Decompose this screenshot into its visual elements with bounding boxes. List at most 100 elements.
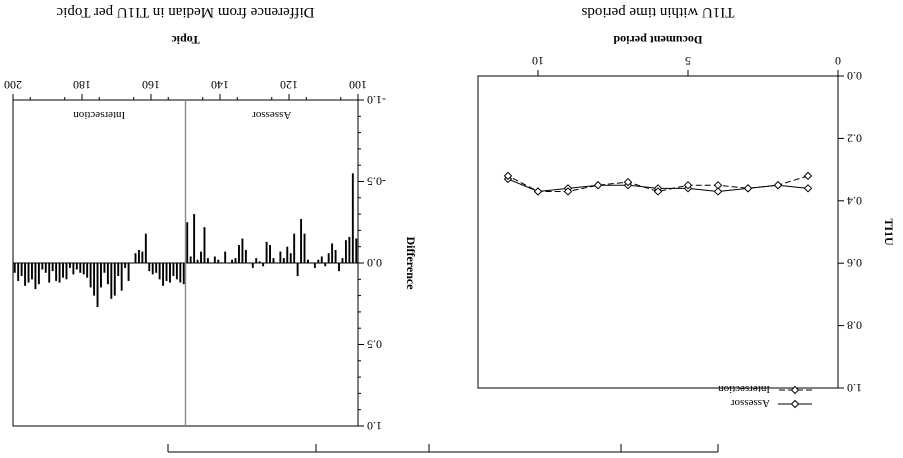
chart2-bar	[20, 263, 23, 277]
chart1-ticks: 0 5 10 0.0 0.2 0.4 0.6 0.8 1.0	[532, 54, 862, 395]
chart2-bar	[296, 263, 299, 277]
chart1-xtick-label: 10	[532, 54, 544, 68]
chart2-bar	[248, 262, 251, 263]
chart2-bar	[48, 263, 51, 283]
chart2-bar	[55, 263, 58, 281]
chart2-bar	[165, 263, 168, 281]
chart1-point	[653, 187, 663, 196]
chart2-xtick-label: 140	[211, 78, 229, 92]
chart2-ytick-label: -0.5	[367, 175, 386, 189]
chart2-bars	[13, 173, 358, 308]
chart2-bar	[37, 263, 40, 285]
chart1-point	[803, 171, 813, 181]
chart2-ticks: 100 120 140 160 180 200 -1.0 -0.5 0.0 0.5 1.0	[4, 78, 386, 433]
chart2-bar	[68, 263, 71, 268]
chart2-bar	[234, 258, 237, 263]
difference-bar-chart: Difference from Median in TI1U per Topic…	[4, 4, 418, 433]
chart2-bar	[313, 263, 316, 268]
chart2-bar	[255, 258, 258, 263]
chart2-bar	[251, 263, 254, 268]
chart2-region-label: Assessor	[252, 109, 291, 121]
chart2-bar	[158, 263, 161, 280]
chart2-bar	[196, 259, 199, 263]
chart2-bar	[141, 251, 144, 263]
chart2-bar	[327, 253, 330, 263]
chart2-bar	[351, 173, 354, 263]
chart2-bar	[41, 263, 44, 270]
chart2-bar	[86, 263, 89, 278]
chart2-bar	[238, 245, 240, 263]
chart1-legend-marker	[790, 385, 800, 395]
chart2-ylabel: Difference	[404, 236, 418, 290]
chart1-ytick-label: 0.4	[847, 194, 862, 208]
chart2-bar	[324, 263, 327, 267]
chart2-bar	[244, 249, 247, 263]
chart2-bar	[34, 263, 37, 290]
chart2-bar	[213, 256, 216, 263]
chart2-bar	[31, 263, 33, 280]
chart2-bar	[155, 263, 158, 273]
chart2-bar	[303, 233, 306, 263]
chart2-bar	[293, 233, 296, 263]
chart2-bar	[134, 253, 137, 263]
chart1-title: TI1U within time periods	[581, 4, 734, 20]
chart2-bar	[72, 263, 75, 275]
chart1-point	[623, 177, 633, 187]
chart2-bar	[265, 241, 268, 263]
chart1-ytick-label: 1.0	[847, 381, 862, 395]
chart2-ytick-label: 1.0	[367, 419, 382, 433]
chart2-bar	[200, 251, 202, 263]
chart1-legend-label: Assessor	[731, 397, 770, 409]
chart2-bar	[262, 263, 265, 267]
chart2-bar	[100, 263, 102, 288]
chart2-bar	[96, 263, 99, 308]
chart2-bar	[131, 262, 133, 263]
chart2-bar	[103, 263, 106, 273]
table-top-rule	[167, 444, 719, 453]
chart2-bar	[127, 263, 130, 281]
chart2-bar	[110, 263, 113, 299]
chart2-bar	[355, 238, 358, 263]
chart1-xtick-label: 0	[835, 54, 841, 68]
chart1-point	[713, 180, 723, 190]
chart2-bar	[162, 263, 165, 286]
chart1-legend-marker	[790, 399, 800, 409]
chart2-bar	[320, 256, 323, 263]
chart2-bar	[275, 262, 278, 263]
chart1-point	[773, 180, 783, 190]
chart2-bar	[241, 238, 244, 263]
chart2-ytick-label: -1.0	[367, 93, 386, 107]
chart1-point	[593, 180, 603, 190]
chart2-bar	[120, 263, 123, 291]
chart1-point	[803, 184, 813, 193]
chart2-bar	[334, 249, 337, 263]
chart2-bar	[227, 262, 230, 263]
chart1-point	[503, 171, 513, 181]
chart2-bar	[220, 262, 223, 263]
chart2-bar	[58, 263, 61, 283]
chart2-bar	[169, 263, 171, 283]
chart2-bar	[348, 236, 351, 263]
chart2-bar	[179, 263, 182, 283]
chart2-bar	[172, 263, 175, 277]
chart2-bar	[217, 259, 220, 263]
chart2-bar	[65, 263, 68, 280]
chart2-bar	[79, 263, 82, 273]
chart2-bar	[13, 263, 16, 273]
chart2-bar	[44, 263, 47, 273]
chart1-xtick-label: 5	[685, 54, 691, 68]
chart2-bar	[310, 262, 313, 263]
chart1-point	[743, 184, 753, 193]
chart1-ylabel: TI1U	[882, 218, 896, 246]
chart2-bar	[300, 218, 303, 263]
chart2-bar	[151, 263, 154, 275]
chart1-point	[563, 187, 573, 196]
chart2-bar	[317, 259, 320, 263]
chart2-bar	[186, 222, 189, 263]
chart1-legend: Assessor Intersection	[718, 383, 812, 409]
chart2-regions: Assessor Intersection	[73, 100, 291, 426]
chart2-bar	[137, 249, 140, 263]
chart1-point	[683, 180, 693, 190]
